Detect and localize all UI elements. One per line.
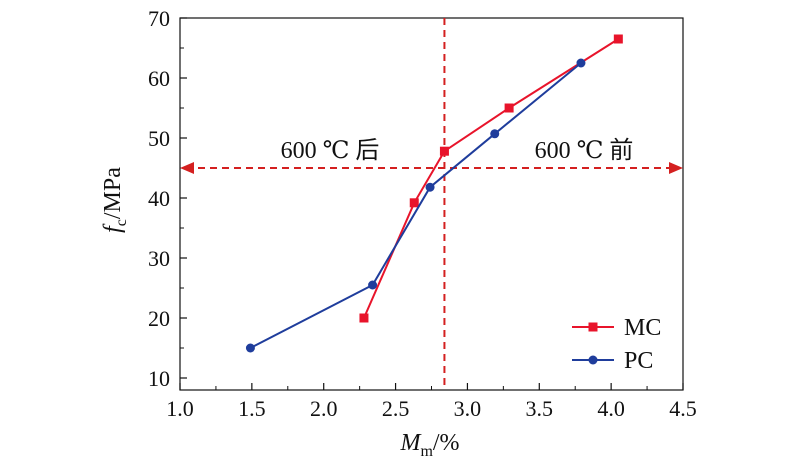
reference-lines	[180, 18, 683, 390]
x-tick-label: 3.5	[526, 396, 554, 421]
y-axis-title-unit: /MPa	[100, 167, 126, 219]
x-tick-label: 2.0	[310, 396, 338, 421]
data-point-mc	[439, 146, 449, 156]
x-axis-title-unit: /%	[433, 430, 460, 456]
series-layer	[245, 34, 623, 353]
data-point-pc	[576, 58, 586, 68]
x-tick-label: 4.0	[597, 396, 625, 421]
x-tick-label: 4.5	[669, 396, 697, 421]
annotation-before-600: 600 ℃ 前	[535, 137, 634, 164]
data-point-mc	[613, 34, 623, 44]
legend-label-mc: MC	[624, 315, 661, 341]
y-tick-label: 60	[148, 66, 170, 91]
y-tick-label: 30	[148, 246, 170, 271]
axes: 1.0 1.5 2.0 2.5 3.0 3.5 4.0 4.5 10 20 30 40 50 60 70	[148, 6, 697, 421]
y-axis-title-sub: c	[113, 219, 130, 226]
y-axis-title: fc/MPa	[100, 167, 130, 233]
x-tick-label: 3.0	[454, 396, 482, 421]
data-point-mc	[359, 313, 369, 323]
data-point-pc	[245, 343, 255, 353]
x-axis-title-main: M	[399, 430, 422, 456]
legend-label-pc: PC	[624, 348, 653, 374]
legend-marker-mc	[588, 322, 598, 332]
data-point-mc	[504, 103, 514, 113]
y-tick-label: 10	[148, 366, 170, 391]
x-tick-label: 1.0	[166, 396, 194, 421]
legend-marker-pc	[588, 355, 598, 365]
plot-frame	[179, 17, 684, 391]
x-axis-title-sub: m	[420, 443, 433, 460]
annotation-after-600: 600 ℃ 后	[281, 137, 380, 164]
x-axis-title: Mm/%	[399, 430, 459, 460]
data-point-pc	[368, 280, 378, 290]
y-tick-label: 70	[148, 6, 170, 31]
y-tick-label: 50	[148, 126, 170, 151]
x-tick-label: 2.5	[382, 396, 410, 421]
y-tick-label: 20	[148, 306, 170, 331]
y-axis-title-main: f	[100, 223, 126, 233]
arrowhead-left	[180, 162, 194, 174]
y-tick-label: 40	[148, 186, 170, 211]
legend: MC PC	[572, 315, 661, 374]
series-line-mc	[363, 38, 619, 319]
x-tick-label: 1.5	[238, 396, 266, 421]
data-point-pc	[425, 182, 435, 192]
arrowhead-right	[669, 162, 683, 174]
data-point-mc	[409, 198, 419, 208]
data-point-pc	[490, 129, 500, 139]
